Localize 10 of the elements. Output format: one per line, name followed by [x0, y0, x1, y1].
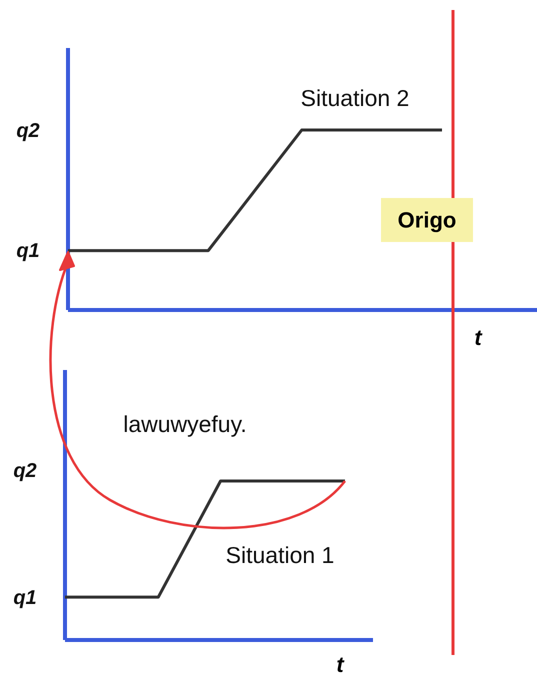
text: q1: [16, 240, 40, 262]
text: Origo: [398, 208, 456, 233]
text: Situation 2: [300, 85, 410, 111]
x-axis-title: t: [474, 325, 484, 350]
annotation: Situation 1: [226, 542, 334, 568]
text: q1: [13, 587, 37, 609]
text: q2: [13, 460, 37, 482]
x-axis-title: t: [336, 652, 346, 677]
text: q2: [16, 120, 40, 142]
text: lawuwyefuy.: [123, 411, 247, 437]
